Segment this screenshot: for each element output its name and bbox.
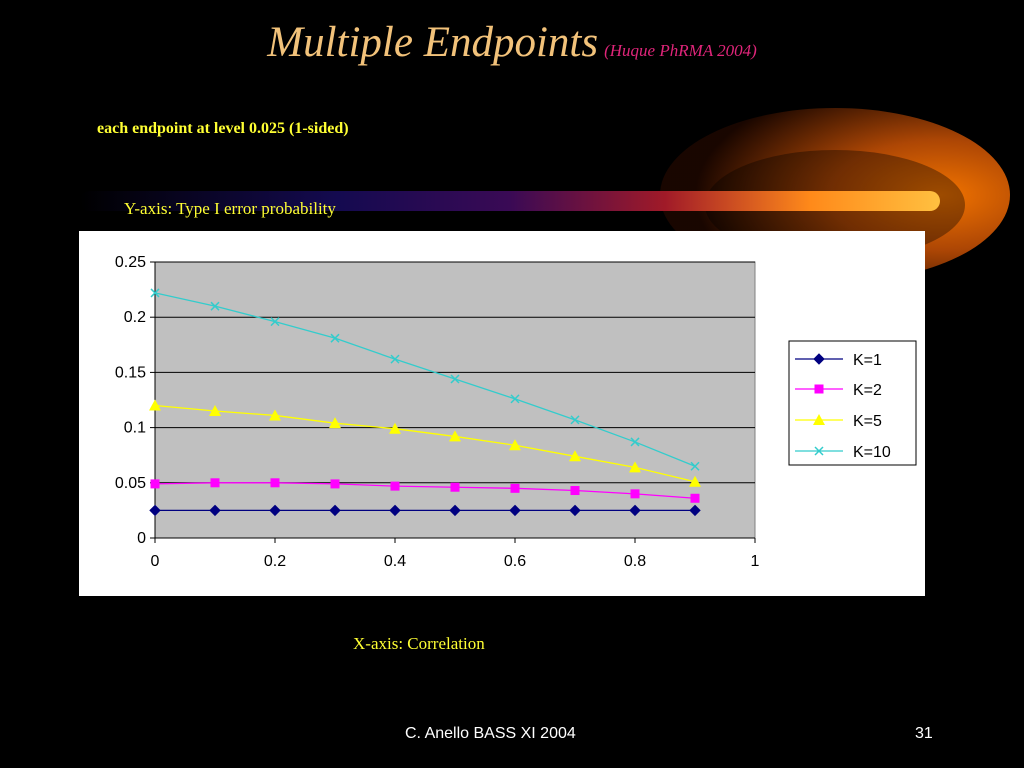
x-tick-label: 1 [751, 553, 760, 570]
y-tick-label: 0.1 [124, 420, 146, 437]
data-point-k5 [209, 405, 221, 417]
data-point-k10 [630, 437, 640, 447]
data-point-k2 [450, 482, 460, 492]
legend-item-k10: K=10 [795, 444, 891, 461]
data-point-k1 [689, 504, 701, 517]
data-point-k1 [269, 504, 281, 517]
legend: K=1 K=2 K=5 K=10 [788, 340, 917, 466]
data-point-k2 [630, 489, 640, 499]
data-point-k2 [270, 478, 280, 488]
legend-label: K=10 [853, 444, 891, 461]
axes: 0 0.05 0.1 0.15 0.2 0.25 0 0.2 0.4 0.6 0.8 1 [115, 254, 760, 570]
data-point-k10 [210, 301, 220, 311]
y-tick-label: 0.2 [124, 309, 146, 326]
series-k10 [150, 288, 700, 471]
legend-marker [813, 353, 825, 365]
y-axis-note: Y-axis: Type I error probability [124, 199, 336, 218]
line-chart: 0 0.05 0.1 0.15 0.2 0.25 0 0.2 0.4 0.6 0.8 1 K=1 K=2… [79, 231, 925, 596]
data-point-k10 [390, 354, 400, 364]
data-point-k5 [329, 417, 341, 429]
data-point-k5 [149, 399, 161, 411]
y-tick-label: 0 [137, 530, 146, 547]
data-point-k10 [450, 374, 460, 384]
data-point-k10 [510, 394, 520, 404]
y-tick-label: 0.25 [115, 254, 146, 271]
legend-item-k1: K=1 [795, 352, 882, 369]
data-point-k5 [389, 422, 401, 434]
data-point-k1 [389, 504, 401, 517]
slide-title-row: Multiple Endpoints (Huque PhRMA 2004) [0, 18, 1024, 67]
data-point-k10 [330, 333, 340, 343]
page-number: 31 [915, 725, 933, 742]
slide-subtitle: each endpoint at level 0.025 (1-sided) [97, 120, 349, 137]
series-line-k5 [154, 404, 696, 483]
data-point-k1 [509, 504, 521, 517]
data-point-k2 [390, 481, 400, 491]
legend-item-k5: K=5 [795, 413, 882, 430]
data-point-k5 [269, 409, 281, 421]
x-tick-label: 0.6 [504, 553, 526, 570]
data-point-k1 [329, 504, 341, 517]
title-citation: (Huque PhRMA 2004) [604, 41, 757, 60]
series-k5 [149, 399, 701, 487]
data-point-k2 [210, 478, 220, 488]
series-line-k10 [154, 292, 696, 467]
x-tick-label: 0.2 [264, 553, 286, 570]
data-point-k5 [629, 461, 641, 473]
series-k1 [149, 504, 701, 517]
data-point-k1 [629, 504, 641, 517]
legend-box [788, 340, 917, 466]
x-tick-label: 0.8 [624, 553, 646, 570]
legend-label: K=1 [853, 352, 882, 369]
x-tick-label: 0 [151, 553, 160, 570]
data-point-k2 [690, 493, 700, 503]
y-tick-label: 0.05 [115, 475, 146, 492]
data-point-k1 [449, 504, 461, 517]
data-point-k10 [570, 415, 580, 425]
x-tick-label: 0.4 [384, 553, 406, 570]
legend-label: K=2 [853, 382, 882, 399]
x-axis-note: X-axis: Correlation [353, 634, 485, 653]
data-point-k1 [569, 504, 581, 517]
data-point-k2 [150, 479, 160, 489]
data-point-k5 [569, 450, 581, 462]
data-point-k1 [209, 504, 221, 517]
data-point-k10 [270, 317, 280, 327]
legend-marker [813, 414, 825, 425]
series-group [149, 288, 701, 517]
series-k2 [150, 478, 700, 503]
y-tick-label: 0.15 [115, 364, 146, 381]
legend-marker [814, 446, 824, 456]
data-point-k1 [149, 504, 161, 517]
legend-label: K=5 [853, 413, 882, 430]
data-point-k5 [509, 439, 521, 451]
data-point-k5 [449, 430, 461, 442]
slide-title: Multiple Endpoints [267, 19, 599, 66]
data-point-k2 [570, 486, 580, 496]
data-point-k2 [510, 483, 520, 493]
data-point-k2 [330, 479, 340, 489]
data-point-k10 [150, 288, 160, 298]
legend-marker [814, 384, 824, 394]
data-point-k10 [690, 461, 700, 471]
series-line-k2 [154, 482, 696, 499]
data-point-k5 [689, 475, 701, 487]
legend-item-k2: K=2 [795, 382, 882, 399]
slide-footer: C. Anello BASS XI 2004 [405, 725, 576, 742]
